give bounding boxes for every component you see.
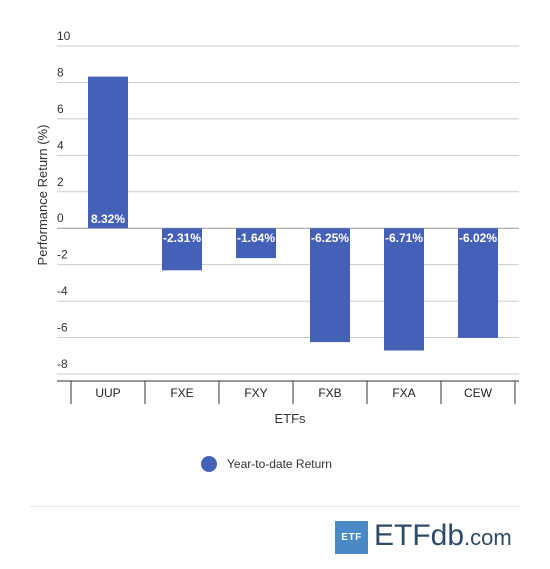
data-label-fxb: -6.25%: [311, 231, 349, 245]
bar-uup: [88, 76, 128, 229]
y-tick-label: -4: [57, 284, 68, 298]
y-tick-label: 6: [57, 102, 64, 116]
data-label-fxy: -1.64%: [237, 231, 275, 245]
x-axis-title: ETFs: [274, 411, 306, 426]
x-tick-label: UUP: [95, 386, 120, 400]
x-tick-label: FXE: [170, 386, 193, 400]
y-tick-label: 0: [57, 211, 64, 225]
data-label-fxe: -2.31%: [163, 231, 201, 245]
bar-fxe: [162, 228, 202, 271]
bar-fxy: [236, 228, 276, 259]
bar-fxb: [310, 228, 350, 343]
brand-word-db: db: [430, 519, 465, 552]
x-axis: UUP FXE FXY FXB FXA CEW: [57, 380, 519, 404]
etfdb-logo: ETF ETFdb.com: [335, 519, 512, 555]
bar-fxa: [384, 228, 424, 351]
legend-label: Year-to-date Return: [227, 457, 332, 471]
data-label-uup: 8.32%: [91, 212, 125, 226]
y-tick-label: -6: [57, 321, 68, 335]
x-tick-label: FXY: [244, 386, 267, 400]
x-tick-label: FXA: [392, 386, 415, 400]
chart: 10 8 6 4 2 0 -2 -4 -6 -8 8.32% -2.31% -1.64% -6.25% -…: [35, 29, 519, 472]
brand-wordmark: ETFdb.com: [374, 519, 512, 555]
footer-divider: [30, 506, 520, 507]
y-tick-label: -8: [57, 357, 68, 371]
bars: 8.32% -2.31% -1.64% -6.25% -6.71% -6.02%: [88, 76, 498, 351]
brand-word-tld: .com: [464, 525, 512, 550]
y-axis-ticks: 10 8 6 4 2 0 -2 -4 -6 -8: [57, 29, 71, 371]
y-tick-label: -2: [57, 248, 68, 262]
data-label-cew: -6.02%: [459, 231, 497, 245]
etf-badge-icon: ETF: [335, 520, 368, 554]
brand-word-main: ETF: [374, 519, 431, 552]
y-tick-label: 2: [57, 175, 64, 189]
y-tick-label: 10: [57, 29, 71, 43]
y-tick-label: 8: [57, 65, 64, 79]
data-label-fxa: -6.71%: [385, 231, 423, 245]
y-axis-title: Performance Return (%): [35, 125, 50, 266]
grid-lines: [57, 45, 519, 375]
x-tick-label: CEW: [464, 386, 493, 400]
x-tick-label: FXB: [318, 386, 341, 400]
bar-cew: [458, 228, 498, 338]
legend: Year-to-date Return: [201, 456, 332, 472]
legend-swatch: [201, 456, 217, 472]
y-tick-label: 4: [57, 138, 64, 152]
